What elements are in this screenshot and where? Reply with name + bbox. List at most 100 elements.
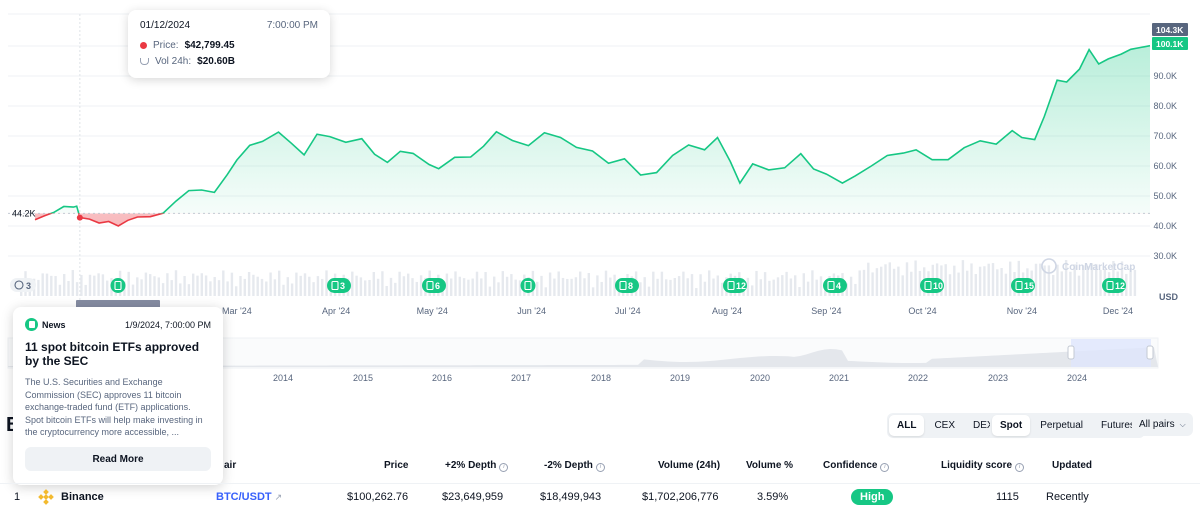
news-marker[interactable]: 8 [615, 278, 639, 293]
volume-bar [720, 282, 724, 296]
price-chart[interactable]: 30.0K40.0K50.0K60.0K70.0K80.0K90.0KUSD44… [0, 0, 1200, 400]
news-marker[interactable]: 4 [823, 278, 847, 293]
header-depth-plus[interactable]: +2% Depth i [445, 460, 509, 472]
info-icon[interactable]: i [1015, 463, 1025, 472]
volume-bar [682, 271, 685, 296]
news-marker-pill [615, 278, 639, 293]
news-marker[interactable]: 6 [422, 278, 446, 293]
y-tick-label: 30.0K [1153, 251, 1177, 261]
x-tick-label: Mar '24 [222, 306, 252, 316]
volume-bar [170, 280, 173, 296]
header-depth-plus-label: +2% Depth [445, 460, 497, 471]
volume-bar [673, 278, 676, 296]
volume-bar [759, 279, 762, 296]
volume-bar [1099, 269, 1102, 296]
watermark-logo-icon [1041, 258, 1057, 274]
news-marker[interactable]: 15 [1011, 278, 1035, 293]
x-tick-label: Apr '24 [322, 306, 350, 316]
volume-bar [566, 278, 569, 296]
header-depth-minus[interactable]: -2% Depth i [544, 460, 605, 472]
info-icon[interactable]: i [499, 463, 509, 472]
filter-perpetual-button[interactable]: Perpetual [1040, 420, 1084, 431]
row-pair-link[interactable]: BTC/USDT ↗ [216, 491, 282, 503]
volume-bar [1133, 269, 1137, 296]
info-icon[interactable]: i [595, 463, 605, 472]
volume-bar [974, 274, 977, 296]
overview-area [8, 347, 1158, 367]
volume-bar [415, 281, 418, 296]
info-icon[interactable]: i [880, 463, 890, 472]
history-marker[interactable]: 3 [10, 278, 36, 292]
volume-bar [71, 270, 74, 296]
volume-bar [58, 284, 62, 296]
filter-all-button[interactable]: ALL [889, 415, 925, 436]
volume-bar [1125, 273, 1128, 296]
filter-spot-button[interactable]: Spot [992, 415, 1031, 436]
document-icon [827, 280, 835, 291]
volume-bar [772, 279, 775, 296]
row-volume: $1,702,206,776 [642, 491, 719, 503]
overview-year-label: 2018 [591, 373, 611, 383]
volume-bar [845, 283, 848, 296]
news-title[interactable]: 11 spot bitcoin ETFs approved by the SEC [25, 340, 200, 368]
volume-bar [944, 264, 947, 296]
volume-bar [660, 271, 664, 296]
header-volume[interactable]: Volume (24h) [658, 460, 721, 471]
news-marker[interactable]: 10 [920, 278, 944, 293]
volume-bar [1073, 264, 1076, 296]
filter-dex-button[interactable]: DEX [973, 420, 994, 431]
news-marker[interactable]: 12 [1102, 278, 1126, 293]
overview-left-handle[interactable] [1067, 345, 1075, 360]
volume-bar [1043, 265, 1046, 296]
filter-futures-button[interactable]: Futures [1101, 420, 1135, 431]
volume-bar [609, 277, 612, 296]
read-more-button[interactable]: Read More [25, 447, 211, 471]
volume-bar [897, 266, 900, 296]
header-liquidity-label: Liquidity score [941, 460, 1013, 471]
y-tick-label: 40.0K [1153, 221, 1177, 231]
news-marker[interactable] [520, 278, 536, 293]
volume-bar [235, 286, 238, 296]
x-tick-label: May '24 [417, 306, 448, 316]
volume-bar [217, 280, 221, 296]
volume-bar [811, 270, 814, 296]
header-confidence[interactable]: Confidence i [823, 460, 890, 472]
filter-cex-button[interactable]: CEX [934, 420, 956, 431]
volume-bar [518, 280, 522, 296]
volume-bar [398, 271, 401, 296]
volume-bar [174, 270, 178, 296]
table-row[interactable]: 1 Binance BTC/USDT ↗ $100,262.76 $23,649… [0, 484, 1200, 510]
overview-year-label: 2016 [432, 373, 452, 383]
volume-bar [510, 274, 513, 296]
volume-bar [84, 284, 87, 296]
y-tick-label: 90.0K [1153, 71, 1177, 81]
tooltip-date: 01/12/2024 [140, 20, 191, 31]
header-pair[interactable]: air [224, 460, 237, 471]
volume-bar [656, 278, 659, 296]
header-price[interactable]: Price [384, 460, 409, 471]
news-marker-count: 15 [1024, 281, 1034, 291]
header-updated[interactable]: Updated [1052, 460, 1092, 471]
volume-bar [419, 275, 423, 296]
volume-bar [579, 271, 582, 296]
volume-bar [867, 262, 870, 296]
y-tick-label: 60.0K [1153, 161, 1177, 171]
tooltip-vol-label: Vol 24h: [155, 56, 192, 67]
news-marker[interactable] [110, 278, 126, 293]
volume-bar [54, 276, 57, 296]
volume-bar [239, 275, 242, 296]
header-liquidity[interactable]: Liquidity score i [941, 460, 1025, 472]
header-volume-pct[interactable]: Volume % [746, 460, 794, 471]
volume-bar [1095, 263, 1098, 296]
news-marker[interactable]: 12 [723, 278, 747, 293]
overview-selection[interactable] [1071, 339, 1151, 367]
pairs-dropdown[interactable]: All pairs ⌵ [1132, 413, 1193, 436]
volume-bar [299, 275, 302, 296]
overview-right-handle[interactable] [1146, 345, 1154, 360]
y-axis-unit: USD [1159, 292, 1179, 302]
news-marker[interactable]: 3 [327, 278, 351, 293]
news-body: The U.S. Securities and Exchange Commiss… [25, 377, 203, 437]
row-exchange[interactable]: Binance [61, 491, 104, 503]
volume-bar [505, 276, 509, 296]
